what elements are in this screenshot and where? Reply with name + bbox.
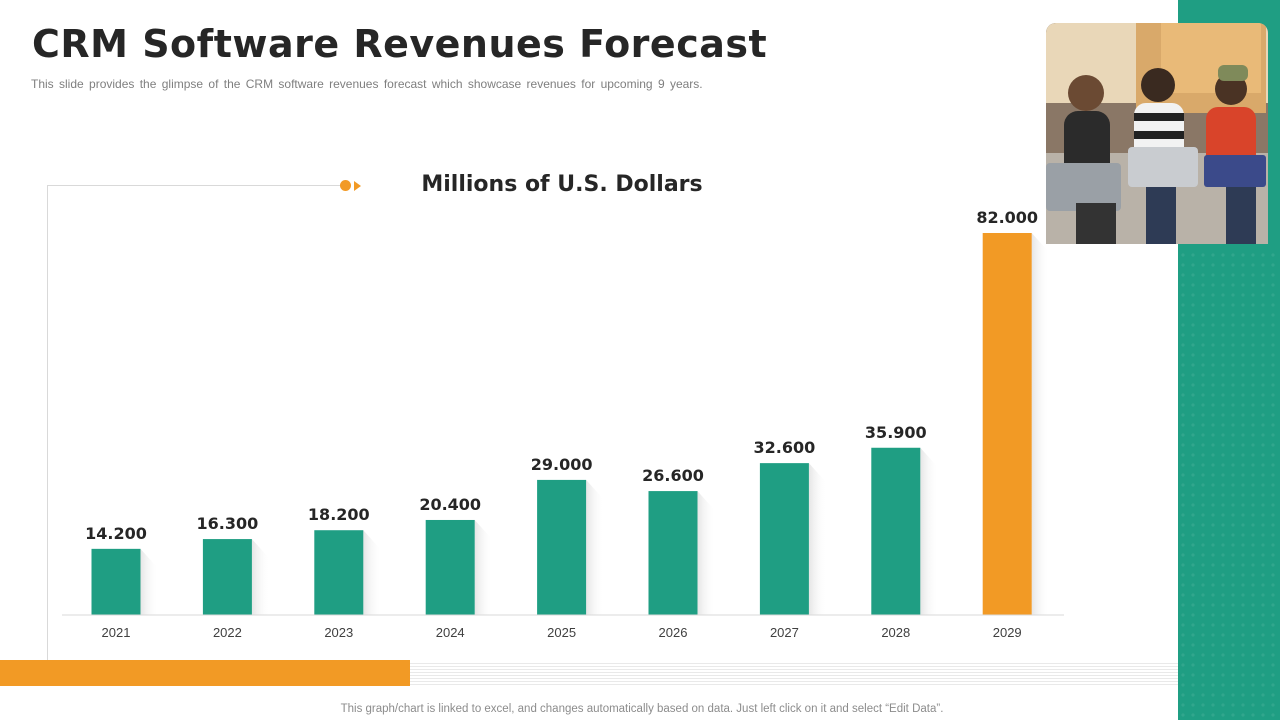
bar-2025[interactable] — [537, 479, 587, 615]
x-tick-label-2027: 2027 — [770, 625, 799, 640]
data-label-2026: 26.600 — [642, 466, 704, 485]
x-tick-label-2021: 2021 — [102, 625, 131, 640]
data-label-2028: 35.900 — [865, 423, 927, 442]
bar-2026[interactable] — [648, 491, 698, 615]
page-subtitle: This slide provides the glimpse of the C… — [31, 77, 703, 91]
chart-frame-top — [47, 185, 343, 186]
bar-2022[interactable] — [202, 539, 252, 615]
bar-2024[interactable] — [425, 519, 475, 615]
bottom-stripes — [410, 663, 1178, 685]
bar-shadow — [363, 530, 382, 615]
bar-2021[interactable] — [91, 548, 141, 615]
x-tick-label-2023: 2023 — [324, 625, 353, 640]
data-label-2025: 29.000 — [531, 455, 593, 474]
bar-shadow — [808, 463, 827, 615]
x-tick-label-2022: 2022 — [213, 625, 242, 640]
x-tick-label-2024: 2024 — [436, 625, 465, 640]
data-label-2024: 20.400 — [419, 495, 481, 514]
chart-title: Millions of U.S. Dollars — [421, 172, 703, 197]
x-tick-label-2025: 2025 — [547, 625, 576, 640]
bar-shadow — [140, 548, 159, 615]
bar-shadow — [697, 491, 716, 615]
x-tick-label-2026: 2026 — [659, 625, 688, 640]
bar-2028[interactable] — [871, 447, 921, 615]
bar-2023[interactable] — [314, 530, 364, 615]
data-label-2029: 82.000 — [976, 208, 1038, 227]
bar-2027[interactable] — [759, 463, 809, 615]
data-label-2023: 18.200 — [308, 505, 370, 524]
data-label-2021: 14.200 — [85, 524, 147, 543]
x-tick-label-2028: 2028 — [881, 625, 910, 640]
bar-shadow — [1031, 233, 1050, 615]
bar-shadow — [474, 519, 493, 615]
bar-2029[interactable] — [982, 233, 1032, 615]
data-label-2022: 16.300 — [197, 514, 259, 533]
bar-shadow — [586, 479, 605, 615]
bottom-accent-bar — [0, 660, 410, 686]
data-label-2027: 32.600 — [754, 438, 816, 457]
x-tick-label-2029: 2029 — [993, 625, 1022, 640]
bar-shadow — [251, 539, 270, 615]
chart-frame-left — [47, 185, 48, 661]
footnote: This graph/chart is linked to excel, and… — [340, 703, 944, 715]
team-photo — [1046, 23, 1268, 244]
chart-frame-arrow-icon — [354, 181, 361, 191]
page-title: CRM Software Revenues Forecast — [32, 22, 768, 66]
chart-frame-dot — [340, 180, 351, 191]
team-photo-illustration — [1046, 23, 1268, 244]
bar-shadow — [920, 447, 939, 615]
